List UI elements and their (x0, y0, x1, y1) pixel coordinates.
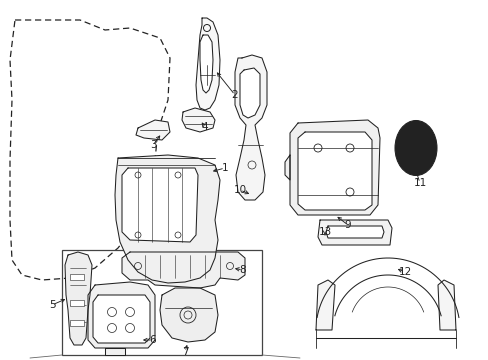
Polygon shape (182, 108, 215, 132)
Text: 3: 3 (149, 140, 156, 150)
Text: 9: 9 (344, 220, 350, 230)
Polygon shape (235, 55, 266, 200)
Ellipse shape (394, 121, 436, 175)
Text: 10: 10 (233, 185, 246, 195)
Polygon shape (115, 155, 220, 283)
Text: 7: 7 (182, 347, 188, 357)
Polygon shape (315, 280, 334, 330)
Polygon shape (93, 295, 150, 343)
Polygon shape (240, 68, 260, 118)
Polygon shape (122, 168, 198, 242)
Text: 4: 4 (201, 122, 208, 132)
Polygon shape (196, 18, 220, 110)
Polygon shape (122, 252, 244, 288)
Polygon shape (160, 288, 218, 342)
Polygon shape (88, 282, 155, 348)
Bar (70, 300, 84, 306)
Bar (70, 320, 84, 326)
Text: 13: 13 (318, 227, 331, 237)
Text: 1: 1 (221, 163, 228, 173)
Polygon shape (285, 155, 289, 180)
Text: 12: 12 (398, 267, 411, 277)
Polygon shape (437, 280, 455, 330)
Polygon shape (325, 226, 383, 238)
Polygon shape (289, 120, 379, 215)
Text: 6: 6 (149, 335, 156, 345)
Text: 11: 11 (412, 178, 426, 188)
Bar (62, 250, 262, 355)
Polygon shape (136, 120, 170, 140)
Polygon shape (65, 252, 92, 345)
Polygon shape (317, 220, 391, 245)
Polygon shape (105, 348, 125, 355)
Text: 5: 5 (49, 300, 55, 310)
Text: 8: 8 (239, 265, 246, 275)
Bar (70, 274, 84, 280)
Polygon shape (297, 132, 371, 210)
Text: 2: 2 (231, 90, 238, 100)
Polygon shape (200, 35, 213, 93)
Polygon shape (401, 130, 427, 167)
